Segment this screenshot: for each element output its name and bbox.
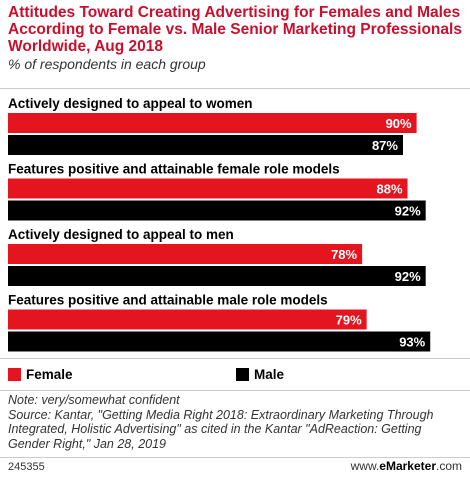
chart-legend: Female Male [8, 367, 458, 387]
brand-suffix: .com [435, 459, 462, 473]
legend-label-female: Female [26, 367, 73, 382]
bar-male [8, 331, 431, 352]
brand-prefix: www. [350, 459, 380, 473]
chart-id: 245355 [8, 461, 45, 473]
bar-chart: Actively designed to appeal to women 90% 8… [0, 93, 470, 355]
data-label-male: 93% [399, 335, 425, 350]
data-label-female: 88% [376, 182, 402, 197]
legend-label-male: Male [254, 367, 285, 382]
chart-title: Attitudes Toward Creating Advertising fo… [8, 4, 462, 55]
data-label-female: 90% [386, 116, 412, 131]
legend-swatch-male [236, 368, 249, 381]
source-text: Source: Kantar, "Getting Media Right 201… [8, 407, 434, 451]
legend-item-female: Female [8, 367, 73, 382]
brand-logo: www.eMarketer.com [351, 459, 462, 473]
category-label: Features positive and attainable female … [8, 162, 340, 177]
footer-divider [0, 457, 470, 458]
bar-female [8, 113, 417, 133]
bar-male [8, 266, 426, 286]
chart-divider [0, 358, 470, 359]
category-label: Features positive and attainable male ro… [8, 293, 328, 308]
legend-swatch-female [8, 368, 21, 381]
note-text: Note: very/somewhat confident [8, 393, 180, 407]
bar-male [8, 200, 426, 221]
brand-name: eMarketer [379, 459, 436, 473]
data-label-male: 92% [395, 269, 421, 284]
bar-chart-svg: Actively designed to appeal to women 90% 8… [8, 96, 431, 352]
header-divider [0, 88, 470, 89]
data-label-male: 87% [372, 138, 398, 153]
data-label-male: 92% [395, 204, 421, 219]
bar-male [8, 135, 403, 155]
legend-divider [0, 390, 470, 391]
bar-female [8, 178, 408, 199]
chart-notes: Note: very/somewhat confident Source: Ka… [8, 393, 464, 451]
category-label: Actively designed to appeal to men [8, 227, 234, 242]
bar-female [8, 244, 363, 264]
data-label-female: 78% [331, 247, 357, 262]
bar-female [8, 309, 367, 330]
category-label: Actively designed to appeal to women [8, 96, 253, 111]
legend-item-male: Male [236, 367, 284, 382]
chart-subtitle: % of respondents in each group [8, 56, 206, 72]
data-label-female: 79% [336, 313, 362, 328]
